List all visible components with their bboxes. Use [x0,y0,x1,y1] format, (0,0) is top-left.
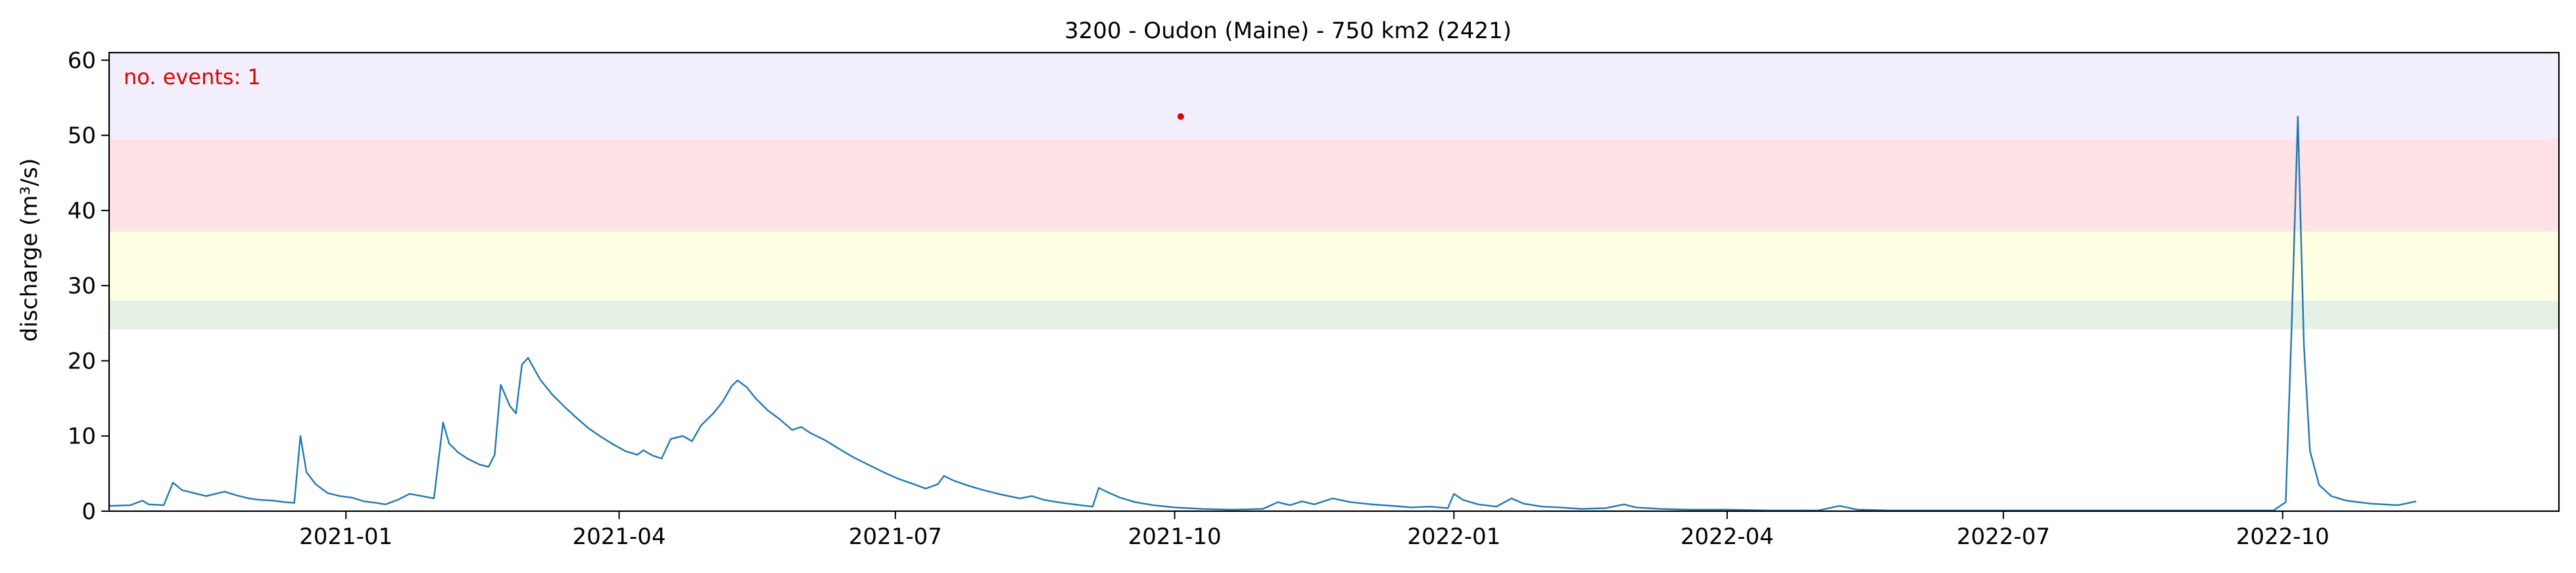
discharge-series-line [108,115,2417,512]
y-tick-label: 10 [68,424,96,450]
y-tick-label: 20 [68,348,96,374]
events-count-annotation: no. events: 1 [124,64,261,89]
y-axis-label: discharge (m³/s) [16,159,43,342]
threshold-bands [109,53,2559,330]
x-tick-label: 2021-07 [849,524,942,550]
x-tick-label: 2021-10 [1128,524,1222,550]
x-tick-label: 2022-04 [1681,524,1774,550]
x-tick-label: 2022-07 [1957,524,2050,550]
threshold-band-2 [109,231,2559,301]
x-tick-label: 2021-01 [299,524,393,550]
x-axis: 2021-01 2021-04 2021-07 2021-10 2022-01 2022-… [299,511,2329,550]
threshold-band-4 [109,53,2559,139]
y-tick-label: 50 [68,123,96,149]
y-tick-label: 60 [68,47,96,74]
threshold-band-3 [109,139,2559,232]
x-tick-label: 2022-10 [2236,524,2329,550]
y-tick-label: 0 [82,499,96,525]
x-tick-label: 2021-04 [573,524,666,550]
x-tick-label: 2022-01 [1407,524,1500,550]
y-tick-label: 40 [68,198,96,224]
chart-title: 3200 - Oudon (Maine) - 750 km2 (2421) [1064,18,1512,44]
plot-frame [108,51,2560,512]
y-tick-label: 30 [68,273,96,299]
event-marker [1177,113,1184,120]
y-axis: 0 10 20 30 40 50 60 [68,47,109,525]
events-layer [1177,113,1184,120]
series-layer [108,115,2417,512]
threshold-band-1 [109,301,2559,330]
